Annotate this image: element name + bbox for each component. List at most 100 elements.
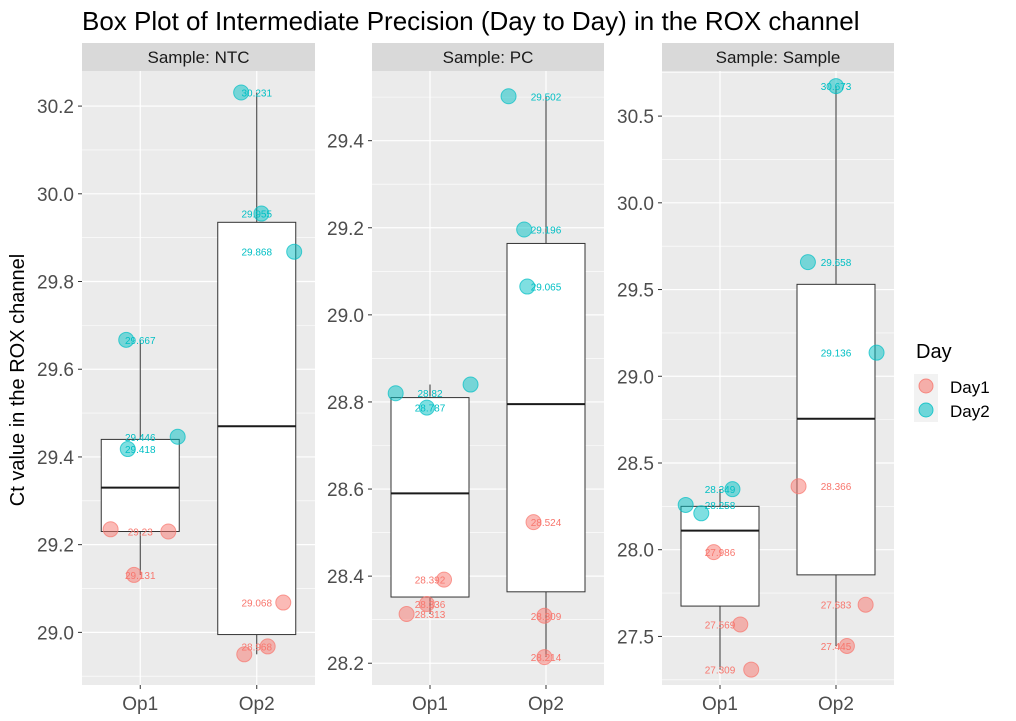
data-label: 29.658 — [821, 258, 852, 269]
box-op2 — [217, 92, 297, 655]
data-point-day1 — [790, 478, 807, 495]
box-iqr — [680, 505, 760, 607]
box-iqr — [506, 242, 586, 593]
data-point-day1 — [743, 661, 760, 678]
y-tick-label: 30.2 — [37, 97, 74, 118]
legend-day2-marker — [918, 402, 934, 418]
x-tick-label: Op2 — [818, 694, 854, 715]
x-tick-label: Op1 — [702, 694, 738, 715]
data-point-day2 — [724, 481, 741, 498]
data-label: 29.196 — [531, 226, 562, 237]
data-label: 29.446 — [125, 433, 156, 444]
data-point-day2 — [169, 428, 186, 445]
data-point-day1 — [102, 521, 119, 538]
legend-day2-label: Day2 — [950, 402, 990, 421]
data-label: 29.23 — [128, 528, 153, 539]
x-tick-label: Op1 — [412, 694, 448, 715]
data-point-day1 — [705, 544, 722, 561]
data-point-day2 — [286, 243, 303, 260]
data-point-day1 — [259, 638, 276, 655]
data-point-day1 — [436, 571, 453, 588]
legend-title: Day — [916, 341, 952, 363]
data-label: 29.136 — [821, 349, 852, 360]
data-label: 28.968 — [241, 642, 272, 653]
legend-day1-marker — [918, 378, 934, 394]
data-label: 29.667 — [125, 336, 156, 347]
x-tick-label: Op2 — [528, 694, 564, 715]
data-point-day2 — [253, 205, 270, 222]
data-label: 29.502 — [531, 92, 562, 103]
data-point-day2 — [233, 84, 250, 101]
legend-day1-label: Day1 — [950, 378, 990, 397]
y-tick-label: 29.0 — [617, 367, 654, 388]
facet-panel: Sample: PC 28.2 28.4 28.6 28.8 29.0 29.2 29.4 Op… — [327, 43, 604, 715]
data-point-day2 — [119, 441, 136, 458]
data-point-day2 — [519, 278, 536, 295]
data-point-day1 — [275, 594, 292, 611]
data-label: 28.258 — [705, 501, 736, 512]
y-tick-label: 29.0 — [37, 623, 74, 644]
box-iqr — [100, 438, 180, 532]
data-point-day2 — [516, 221, 533, 238]
data-point-day1 — [525, 514, 542, 531]
data-point-day1 — [160, 523, 177, 540]
data-label: 29.418 — [125, 445, 156, 456]
data-point-day2 — [693, 505, 710, 522]
chart-title: Box Plot of Intermediate Precision (Day … — [82, 6, 859, 36]
data-point-day2 — [118, 331, 135, 348]
data-point-day2 — [387, 385, 404, 402]
facet-strip-label: Sample: Sample — [716, 48, 841, 67]
y-tick-label: 29.0 — [327, 306, 364, 327]
box-iqr — [796, 283, 876, 576]
box-iqr — [390, 397, 470, 598]
box-op1 — [390, 384, 470, 615]
data-label: 28.349 — [705, 485, 736, 496]
data-label: 28.313 — [415, 610, 446, 621]
x-tick-label: Op2 — [239, 694, 275, 715]
y-tick-label: 30.5 — [617, 107, 654, 128]
data-point-day2 — [799, 254, 816, 271]
box-op1 — [680, 489, 760, 670]
facet-strip — [372, 43, 604, 71]
facet-strip-label: Sample: PC — [443, 48, 534, 67]
box-op2 — [506, 96, 586, 658]
box-iqr — [217, 221, 297, 636]
data-point-day2 — [677, 496, 694, 513]
data-point-day1 — [236, 646, 253, 663]
y-tick-label: 29.2 — [327, 219, 364, 240]
data-label: 28.524 — [531, 518, 562, 529]
y-tick-label: 27.5 — [617, 627, 654, 648]
y-tick-label: 30.0 — [37, 185, 74, 206]
data-label: 27.683 — [821, 601, 852, 612]
data-label: 27.309 — [705, 666, 736, 677]
y-tick-label: 29.4 — [327, 132, 364, 153]
data-point-day2 — [462, 376, 479, 393]
data-label: 27.445 — [821, 642, 852, 653]
data-point-day1 — [838, 637, 855, 654]
data-label: 28.392 — [415, 576, 446, 587]
data-point-day2 — [868, 344, 885, 361]
box-op2 — [796, 86, 876, 646]
data-label: 28.366 — [821, 482, 852, 493]
data-label: 28.82 — [417, 389, 442, 400]
data-label: 29.068 — [241, 599, 272, 610]
data-label: 29.868 — [241, 248, 272, 259]
y-tick-label: 28.6 — [327, 480, 364, 501]
y-tick-label: 28.8 — [327, 393, 364, 414]
data-point-day1 — [418, 596, 435, 613]
y-tick-label: 28.2 — [327, 654, 364, 675]
data-label: 29.065 — [531, 283, 562, 294]
box-op1 — [100, 339, 180, 575]
data-point-day2 — [500, 88, 517, 105]
legend: Day Day1 Day2 — [914, 341, 990, 422]
facet-strip — [662, 43, 894, 71]
y-tick-label: 29.2 — [37, 536, 74, 557]
y-tick-label: 29.6 — [37, 360, 74, 381]
facet-panel: Sample: Sample 27.5 28.0 28.5 29.0 29.5 30.0 30… — [617, 43, 894, 715]
legend-entry-day1: Day1 — [914, 374, 990, 398]
data-label: 27.569 — [705, 620, 736, 631]
data-point-day1 — [398, 606, 415, 623]
data-point-day1 — [857, 596, 874, 613]
data-point-day1 — [536, 649, 553, 666]
data-label: 30.231 — [241, 88, 272, 99]
